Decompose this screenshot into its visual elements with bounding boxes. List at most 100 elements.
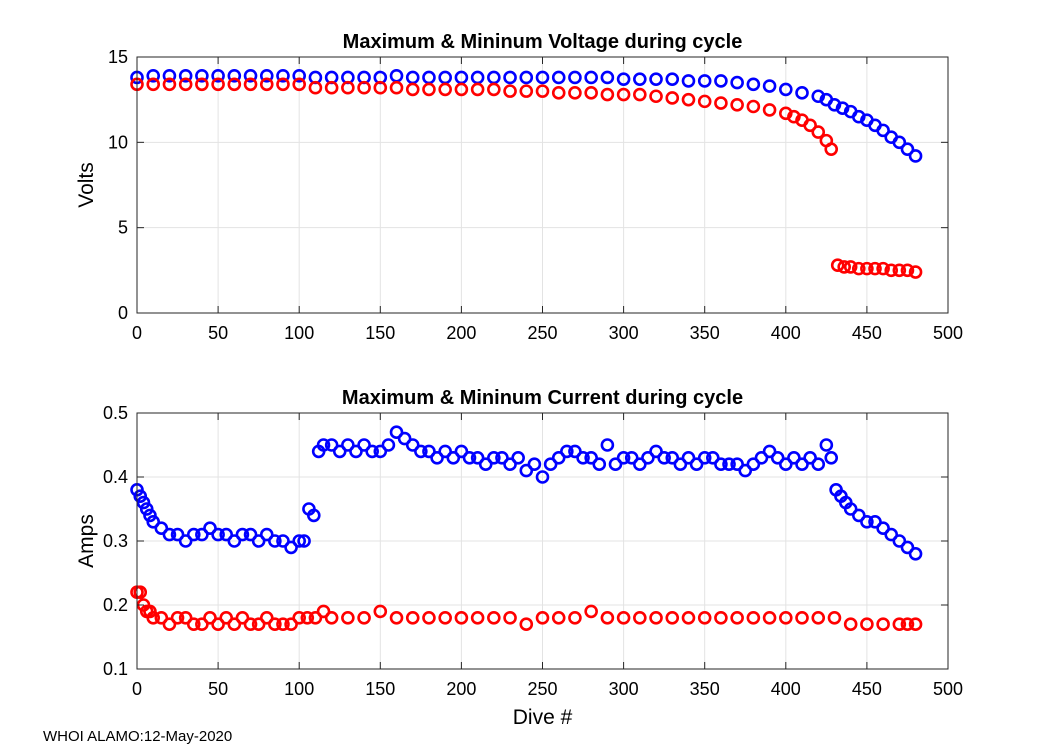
data-point (422, 444, 436, 459)
data-point (616, 450, 631, 465)
data-point (446, 450, 461, 465)
data-point (454, 82, 469, 97)
data-point (649, 72, 663, 86)
y-tick-label: 15 (108, 47, 128, 67)
data-point (876, 617, 890, 632)
data-point (470, 82, 485, 97)
data-point (178, 68, 193, 83)
y-tick-label: 0.5 (103, 403, 128, 423)
data-point (162, 617, 177, 632)
data-point (454, 444, 469, 459)
x-tick-label: 500 (933, 323, 963, 343)
data-point (162, 77, 177, 92)
data-point (551, 610, 566, 625)
data-point (600, 87, 615, 102)
data-point (487, 82, 501, 97)
data-point (633, 610, 647, 625)
data-point (616, 610, 631, 625)
data-point (730, 610, 744, 625)
data-point (243, 68, 258, 83)
data-point (860, 514, 874, 529)
data-point (495, 450, 509, 465)
data-point (357, 438, 371, 452)
x-tick-label: 200 (446, 323, 476, 343)
data-point (211, 68, 225, 83)
data-point (908, 265, 923, 279)
data-point (478, 457, 493, 472)
data-point (592, 457, 607, 472)
y-tick-label: 0.3 (103, 531, 128, 551)
data-point (633, 72, 647, 86)
data-point (470, 610, 485, 625)
data-point (276, 77, 290, 92)
series-minimum (130, 77, 923, 279)
data-point (316, 604, 331, 619)
data-point (527, 457, 542, 472)
data-point (373, 444, 388, 459)
data-point (203, 521, 217, 536)
data-point (568, 610, 582, 625)
data-point (697, 94, 712, 109)
x-axis-label: Dive # (513, 706, 573, 729)
data-point (487, 610, 501, 625)
data-point (251, 534, 266, 548)
data-point (762, 610, 777, 625)
data-point (900, 617, 915, 632)
data-point (292, 534, 307, 548)
footer-stamp: WHOI ALAMO:12-May-2020 (43, 728, 232, 745)
x-tick-label: 300 (609, 323, 639, 343)
data-point (543, 457, 558, 472)
x-tick-label: 350 (690, 679, 720, 699)
data-point (154, 521, 169, 536)
data-point (422, 610, 436, 625)
x-tick-label: 50 (208, 679, 228, 699)
data-point (762, 79, 777, 93)
data-point (657, 450, 671, 465)
data-point (268, 534, 282, 548)
data-point (438, 82, 452, 97)
data-point (227, 68, 242, 83)
data-point (170, 610, 185, 625)
data-point (892, 617, 907, 632)
data-point (365, 444, 379, 459)
chart-title: Maximum & Mininum Current during cycle (342, 387, 743, 409)
data-point (824, 142, 839, 156)
data-point (738, 463, 753, 478)
data-point (519, 617, 534, 632)
data-point (600, 438, 615, 452)
data-point (778, 457, 793, 472)
data-point (876, 123, 890, 138)
data-point (251, 617, 266, 632)
x-tick-label: 350 (690, 323, 720, 343)
data-point (503, 457, 517, 472)
data-point (341, 610, 355, 625)
data-point (519, 84, 534, 98)
data-point (227, 534, 242, 548)
x-tick-label: 400 (771, 323, 801, 343)
data-point (746, 99, 761, 114)
data-point (900, 263, 915, 278)
data-point (681, 450, 696, 465)
data-point (211, 617, 225, 632)
data-point (892, 534, 907, 548)
data-point (162, 527, 177, 542)
x-tick-label: 100 (284, 679, 314, 699)
data-point (357, 80, 371, 95)
data-point (405, 610, 420, 625)
data-point (219, 610, 234, 625)
data-point (430, 450, 444, 465)
data-point (292, 610, 307, 625)
data-point (195, 527, 209, 542)
x-tick-label: 50 (208, 323, 228, 343)
data-point (422, 82, 436, 97)
data-point (511, 450, 525, 465)
data-point (892, 135, 907, 150)
data-point (503, 70, 517, 85)
data-point (770, 450, 785, 465)
y-tick-label: 0 (118, 303, 128, 323)
data-point (243, 617, 258, 632)
data-point (178, 77, 193, 92)
data-point (535, 470, 550, 484)
data-point (584, 86, 598, 100)
